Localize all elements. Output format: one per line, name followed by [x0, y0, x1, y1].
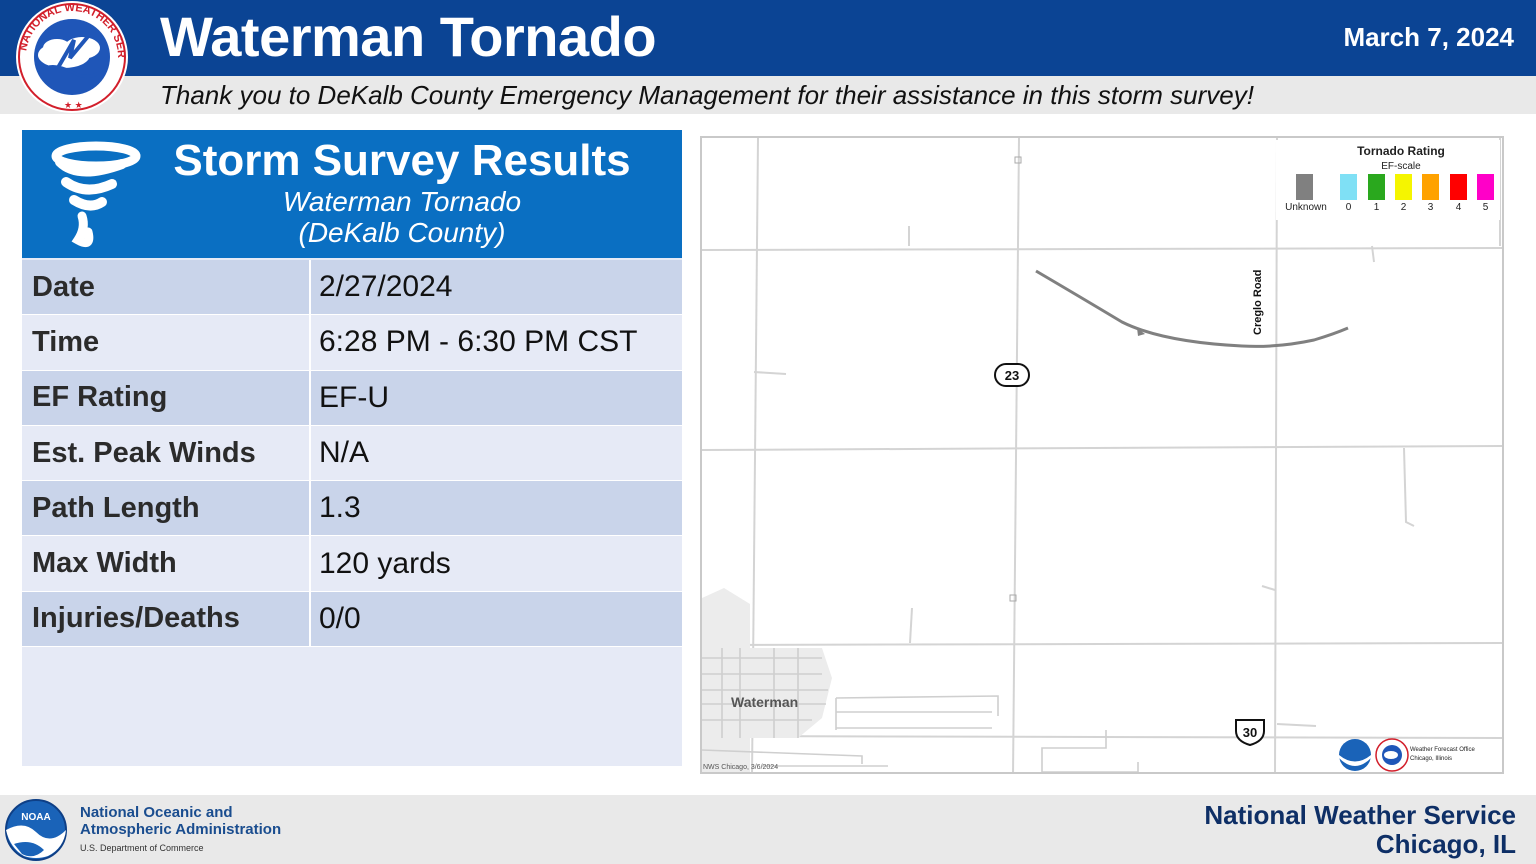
footer-bar	[0, 795, 1536, 864]
legend-swatch	[1340, 174, 1357, 200]
row-value: 1.3	[319, 491, 361, 525]
table-row: EF Rating EF-U	[22, 370, 682, 426]
legend-label: 4	[1455, 202, 1462, 213]
row-label: Time	[22, 315, 311, 370]
row-label: Est. Peak Winds	[22, 425, 311, 481]
table-row: Max Width 120 yards	[22, 536, 682, 592]
nws-small-logo-icon	[1375, 738, 1409, 772]
table-row: Path Length 1.3	[22, 481, 682, 537]
legend-label: 3	[1427, 202, 1434, 213]
noaa-department: U.S. Department of Commerce	[80, 843, 204, 853]
legend-swatch	[1296, 174, 1313, 200]
wfo-line-2: Chicago, Illinois	[1410, 756, 1453, 762]
route-23-shield: 23	[994, 363, 1030, 387]
track-map[interactable]	[700, 136, 1504, 774]
nws-logo-icon: NATIONAL WEATHER SERVICE ★ ★	[12, 0, 128, 113]
row-value: EF-U	[319, 380, 389, 414]
table-row: Est. Peak Winds N/A	[22, 425, 682, 482]
survey-panel-header: Storm Survey Results Waterman Tornado (D…	[22, 130, 682, 258]
legend-title: Tornado Rating	[1357, 144, 1445, 158]
noaa-small-logo-icon	[1339, 739, 1371, 771]
noaa-logo-icon: NOAA	[5, 799, 67, 861]
table-row: Date 2/27/2024	[22, 260, 682, 316]
table-row: Time 6:28 PM - 6:30 PM CST	[22, 315, 682, 371]
header-bar	[0, 0, 1536, 76]
row-label: Injuries/Deaths	[22, 591, 311, 647]
map-credit: NWS Chicago, 3/6/2024	[703, 764, 779, 771]
route-30-label: 30	[1242, 724, 1258, 740]
survey-title: Storm Survey Results	[173, 136, 631, 185]
row-value: 120 yards	[319, 546, 451, 580]
row-value: 0/0	[319, 601, 361, 635]
svg-text:★ ★: ★ ★	[64, 100, 83, 110]
survey-county: (DeKalb County)	[298, 217, 506, 248]
tornado-track	[1035, 269, 1349, 348]
row-label: Date	[22, 260, 311, 315]
legend-label: 1	[1373, 202, 1380, 213]
map-legend: Tornado Rating EF-scale Unknown 0 1 2 3 4 5	[1276, 140, 1500, 220]
tornado-icon	[51, 141, 141, 248]
map-roads	[702, 138, 1502, 772]
wfo-label: Weather Forecast Office Chicago, Illinoi…	[1410, 746, 1475, 764]
legend-swatch	[1477, 174, 1494, 200]
legend-label: 0	[1345, 202, 1352, 213]
row-value: 6:28 PM - 6:30 PM CST	[319, 325, 638, 359]
footer-nws-name: National Weather Service	[1204, 800, 1516, 830]
footer-office: Chicago, IL	[1375, 829, 1516, 859]
row-label: Path Length	[22, 481, 311, 536]
survey-panel: Storm Survey Results Waterman Tornado (D…	[22, 130, 682, 766]
legend-swatch	[1395, 174, 1412, 200]
wfo-line-1: Weather Forecast Office	[1410, 747, 1475, 753]
legend-subtitle: EF-scale	[1381, 161, 1421, 172]
noaa-name-line-1: National Oceanic and	[80, 804, 233, 821]
table-row: Injuries/Deaths 0/0	[22, 591, 682, 648]
noaa-name-line-2: Atmospheric Administration	[80, 821, 282, 838]
legend-label: 2	[1400, 202, 1407, 213]
survey-subtitle: Waterman Tornado	[282, 186, 522, 217]
legend-swatch	[1422, 174, 1439, 200]
legend-label: 5	[1482, 202, 1489, 213]
town-label: Waterman	[731, 694, 799, 710]
subheader-bar	[0, 76, 1536, 114]
svg-text:NOAA: NOAA	[21, 812, 50, 823]
page-title: Waterman Tornado	[160, 5, 657, 68]
legend-swatch	[1450, 174, 1467, 200]
thanks-text: Thank you to DeKalb County Emergency Man…	[160, 80, 1254, 110]
row-label: Max Width	[22, 536, 311, 591]
row-label: EF Rating	[22, 370, 311, 425]
row-value: 2/27/2024	[319, 270, 453, 304]
header-date: March 7, 2024	[1343, 22, 1514, 52]
track-direction-arrow	[1137, 328, 1145, 336]
row-value: N/A	[319, 436, 370, 470]
survey-table: Date 2/27/2024 Time 6:28 PM - 6:30 PM CS…	[22, 260, 682, 648]
route-30-shield: 30	[1233, 717, 1267, 747]
road-label: Creglo Road	[1252, 269, 1264, 335]
legend-swatch	[1368, 174, 1385, 200]
legend-label: Unknown	[1285, 202, 1327, 213]
